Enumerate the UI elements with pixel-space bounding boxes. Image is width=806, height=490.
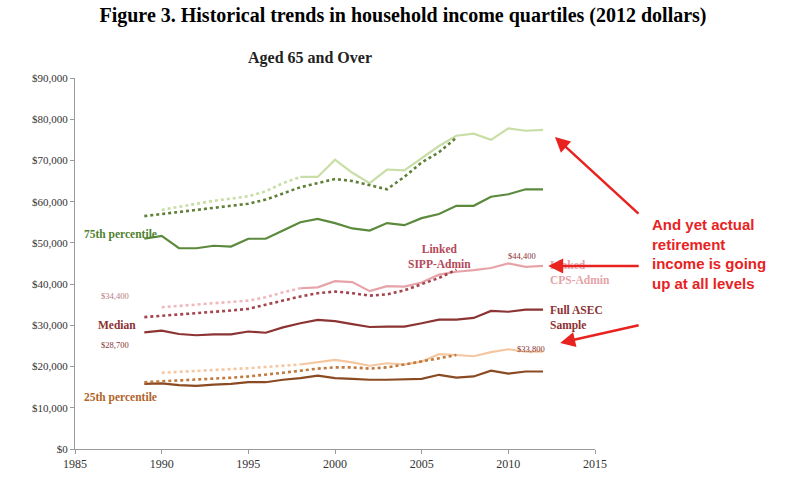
svg-text:LinkedCPS-Admin: LinkedCPS-Admin: [550, 259, 610, 286]
svg-text:1995: 1995: [236, 457, 260, 471]
svg-text:$0: $0: [57, 443, 69, 455]
svg-text:$50,000: $50,000: [32, 237, 68, 249]
svg-text:$90,000: $90,000: [32, 72, 68, 84]
svg-text:$40,000: $40,000: [32, 278, 68, 290]
svg-text:$28,700: $28,700: [101, 340, 129, 350]
svg-text:$34,400: $34,400: [101, 291, 129, 301]
svg-text:$20,000: $20,000: [32, 360, 68, 372]
svg-text:2010: 2010: [496, 457, 520, 471]
svg-text:$60,000: $60,000: [32, 196, 68, 208]
svg-text:1990: 1990: [150, 457, 174, 471]
svg-text:$70,000: $70,000: [32, 154, 68, 166]
svg-text:75th percentile: 75th percentile: [84, 228, 157, 241]
svg-text:Aged 65 and Over: Aged 65 and Over: [248, 49, 372, 67]
svg-text:And yet actualretirementincome: And yet actualretirementincome is goingu…: [652, 216, 766, 292]
svg-text:25th percentile: 25th percentile: [84, 391, 157, 404]
svg-text:$10,000: $10,000: [32, 402, 68, 414]
svg-text:1985: 1985: [63, 457, 87, 471]
svg-text:2005: 2005: [410, 457, 434, 471]
svg-text:2000: 2000: [323, 457, 347, 471]
svg-text:2015: 2015: [583, 457, 607, 471]
svg-text:Full ASECSample: Full ASECSample: [550, 304, 603, 332]
svg-text:$80,000: $80,000: [32, 113, 68, 125]
svg-text:$33,800: $33,800: [517, 344, 545, 354]
svg-text:Median: Median: [98, 319, 136, 331]
svg-text:LinkedSIPP-Admin: LinkedSIPP-Admin: [408, 243, 471, 270]
svg-text:Figure 3. Historical trends in: Figure 3. Historical trends in household…: [99, 4, 706, 27]
svg-text:$44,400: $44,400: [508, 251, 536, 261]
svg-text:$30,000: $30,000: [32, 319, 68, 331]
